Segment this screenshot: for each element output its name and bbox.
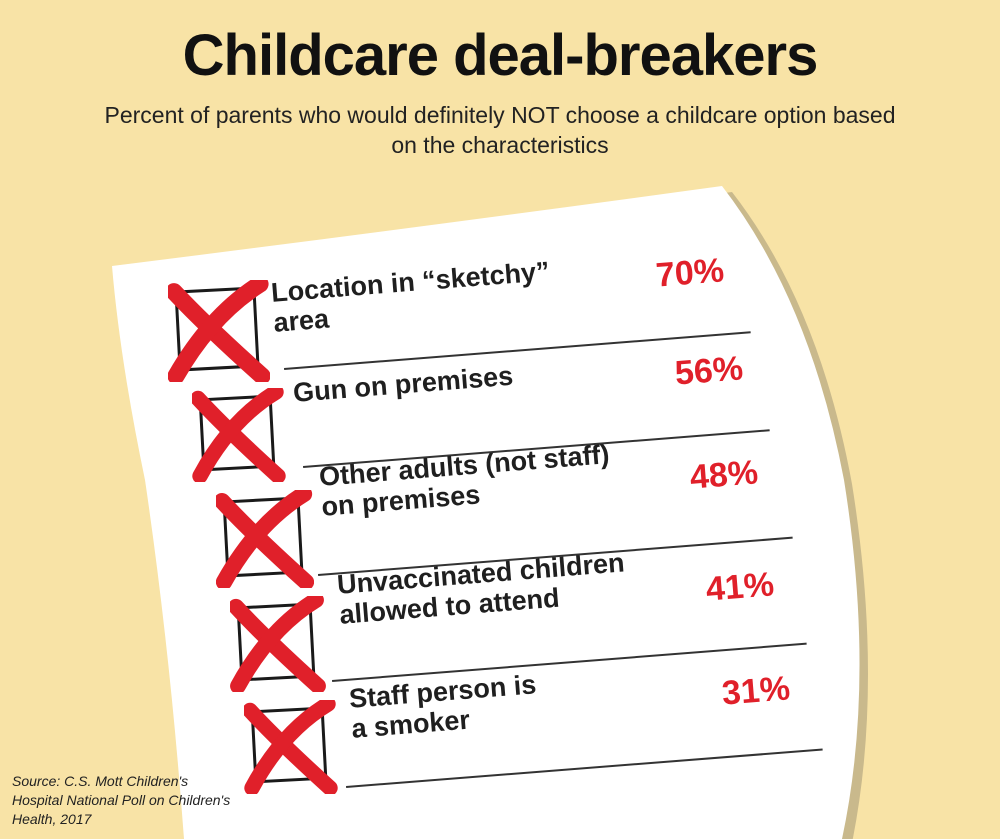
checkbox-cross-icon xyxy=(244,700,338,794)
source-note: Source: C.S. Mott Children's Hospital Na… xyxy=(12,773,231,827)
item-label: Staff person is a smoker xyxy=(348,669,538,744)
item-value: 48% xyxy=(688,453,760,497)
checkbox-cross-icon xyxy=(168,280,270,382)
checkbox-cross-icon xyxy=(230,596,326,692)
list-item: Location in “sketchy” area 70% xyxy=(0,0,1000,382)
item-value: 70% xyxy=(654,251,726,295)
item-value: 41% xyxy=(704,565,776,609)
chart-subtitle: Percent of parents who would definitely … xyxy=(104,102,896,158)
item-label: Location in “sketchy” area xyxy=(270,256,551,338)
list-item: Gun on premises 56% xyxy=(0,0,1000,482)
list-item: Other adults (not staff) on premises 48% xyxy=(0,0,1000,588)
item-label: Gun on premises xyxy=(292,360,515,408)
item-divider xyxy=(346,748,823,788)
list-item: Unvaccinated children allowed to attend … xyxy=(0,0,1000,692)
list-item: Staff person is a smoker 31% xyxy=(0,0,1000,794)
item-value: 31% xyxy=(720,669,792,713)
item-label: Other adults (not staff) on premises xyxy=(318,439,611,522)
item-label: Unvaccinated children allowed to attend xyxy=(336,547,626,630)
checkbox-cross-icon xyxy=(216,490,314,588)
item-value: 56% xyxy=(673,349,745,393)
chart-title: Childcare deal-breakers xyxy=(182,23,819,88)
checkbox-cross-icon xyxy=(192,388,286,482)
